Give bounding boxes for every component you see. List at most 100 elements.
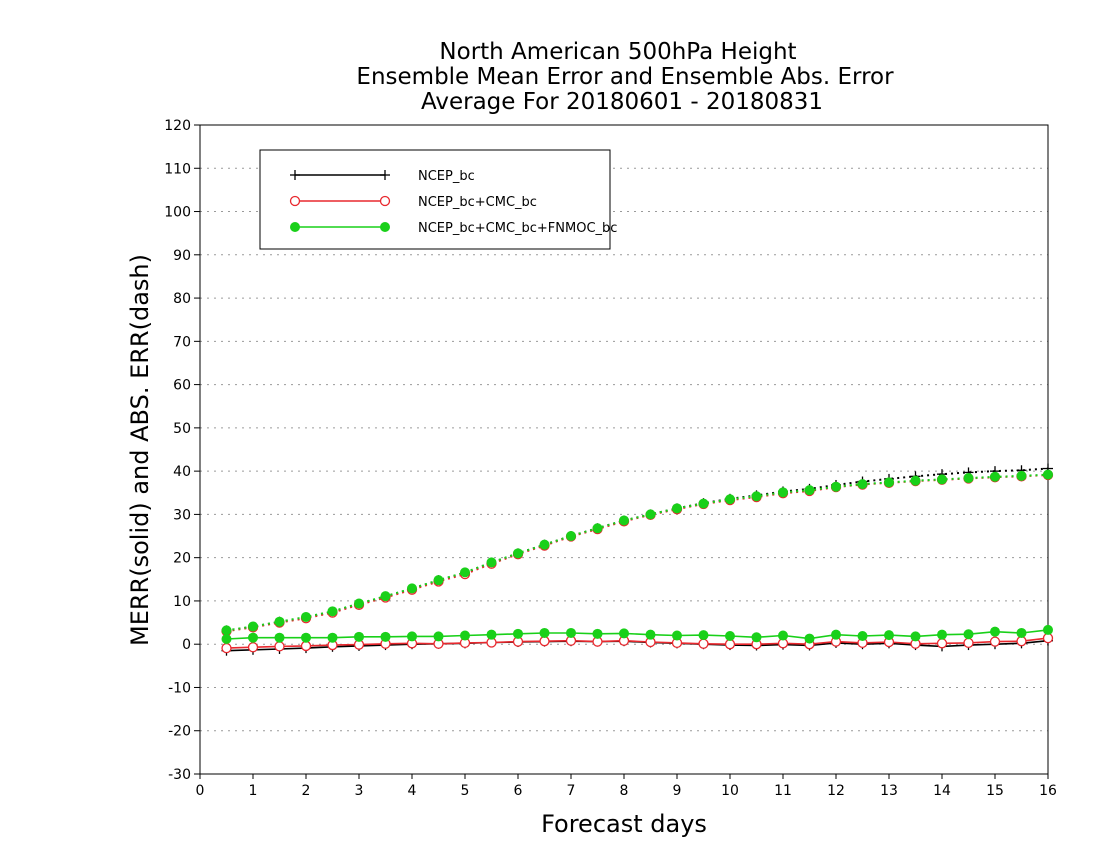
abs-err-point [592, 523, 603, 534]
merr-point [327, 632, 338, 643]
merr-point [778, 630, 788, 641]
legend-item: NCEP_bc+CMC_bc+FNMOC_bc [290, 221, 617, 236]
legend-marker [290, 222, 300, 232]
legend-label: NCEP_bc+CMC_bc+FNMOC_bc [418, 221, 617, 236]
merr-point [300, 640, 312, 652]
y-axis: -30 -20 -10 0 10 20 30 40 50 60 70 80 90 100 110 120 [164, 118, 200, 783]
merr-point [884, 630, 894, 641]
abs-err-point [751, 491, 762, 502]
abs-err-point [1016, 470, 1027, 481]
abs-err-point [804, 485, 815, 496]
x-tick-label: 13 [880, 783, 898, 799]
merr-point [936, 638, 948, 649]
merr-point [513, 628, 523, 639]
abs-err-point [354, 598, 364, 609]
abs-err-point [460, 567, 470, 578]
y-tick-label: 100 [164, 205, 191, 221]
x-tick-label: 1 [249, 783, 258, 799]
legend-label: NCEP_bc [418, 169, 475, 184]
x-tick-label: 16 [1039, 783, 1057, 799]
y-tick-label: 120 [164, 118, 191, 134]
series-abs-err-line [226, 474, 1049, 633]
merr-point [937, 629, 947, 640]
y-tick-label: 90 [173, 248, 191, 264]
merr-point [698, 638, 709, 649]
abs-err-point [725, 494, 735, 505]
legend-box [259, 149, 611, 250]
legend-marker [379, 195, 391, 207]
x-axis-label: Forecast days [541, 810, 707, 838]
x-tick-label: 12 [827, 783, 845, 799]
merr-point [460, 630, 470, 641]
merr-point [221, 642, 232, 654]
merr-point [407, 631, 417, 642]
merr-point [301, 632, 311, 643]
merr-point [963, 629, 974, 640]
x-tick-label: 10 [721, 783, 739, 799]
abs-err-point [274, 616, 285, 627]
title-line-2: Ensemble Mean Error and Ensemble Abs. Er… [356, 64, 894, 90]
merr-point [989, 636, 1001, 647]
merr-point [963, 637, 974, 649]
legend-item: NCEP_bc+CMC_bc [289, 195, 537, 210]
merr-point [698, 630, 709, 641]
abs-err-point [831, 481, 841, 492]
merr-point [724, 639, 736, 650]
merr-point [433, 631, 444, 642]
abs-err-point [963, 473, 974, 484]
merr-point [539, 636, 550, 647]
x-axis: 0 1 2 3 4 5 6 7 8 9 10 11 12 13 14 15 16 [196, 774, 1057, 799]
y-tick-label: -30 [168, 767, 191, 783]
merr-point [247, 642, 259, 653]
legend-marker [380, 170, 390, 180]
merr-point [1016, 636, 1027, 647]
y-tick-label: 30 [173, 507, 191, 523]
merr-point [751, 632, 762, 643]
merr-point [566, 627, 576, 638]
x-tick-label: 8 [620, 783, 629, 799]
y-tick-label: 10 [173, 594, 191, 610]
abs-err-point [672, 503, 682, 514]
abs-err-point [990, 471, 1000, 482]
merr-point [1042, 632, 1054, 644]
abs-err-point [857, 479, 868, 490]
legend-marker [289, 195, 301, 207]
series-abs-err-line [226, 467, 1049, 632]
abs-err-point [645, 509, 656, 520]
abs-err-point [327, 606, 338, 617]
x-tick-label: 7 [567, 783, 576, 799]
merr-point [1016, 627, 1027, 638]
merr-point [857, 630, 868, 641]
title-line-3: Average For 20180601 - 20180831 [421, 89, 823, 115]
merr-point [354, 631, 364, 642]
abs-err-point [486, 557, 497, 568]
merr-point [672, 630, 682, 641]
abs-err-point [937, 474, 947, 485]
merr-point [248, 632, 258, 643]
y-tick-label: 0 [182, 637, 191, 653]
abs-err-point [433, 575, 444, 586]
abs-err-point [301, 611, 311, 622]
merr-point [274, 632, 285, 643]
abs-err-point [619, 515, 629, 526]
abs-err-point [221, 625, 232, 636]
legend-marker [290, 170, 300, 180]
y-tick-label: 50 [173, 421, 191, 437]
y-tick-label: -10 [168, 680, 191, 696]
chart-title: North American 500hPa Height Ensemble Me… [356, 39, 894, 115]
abs-err-point [248, 621, 258, 632]
legend-item: NCEP_bc [290, 169, 475, 184]
series-abs-err-line [226, 473, 1049, 632]
abs-err-point [566, 531, 576, 542]
merr-point [990, 626, 1000, 637]
merr-point [486, 629, 497, 640]
y-tick-label: 60 [173, 378, 191, 394]
merr-point [592, 628, 603, 639]
abs-err-point [1043, 469, 1053, 480]
x-tick-label: 15 [986, 783, 1004, 799]
merr-point [274, 641, 285, 652]
abs-err-point [910, 475, 921, 486]
legend-marker [380, 222, 390, 232]
title-line-1: North American 500hPa Height [439, 39, 796, 65]
